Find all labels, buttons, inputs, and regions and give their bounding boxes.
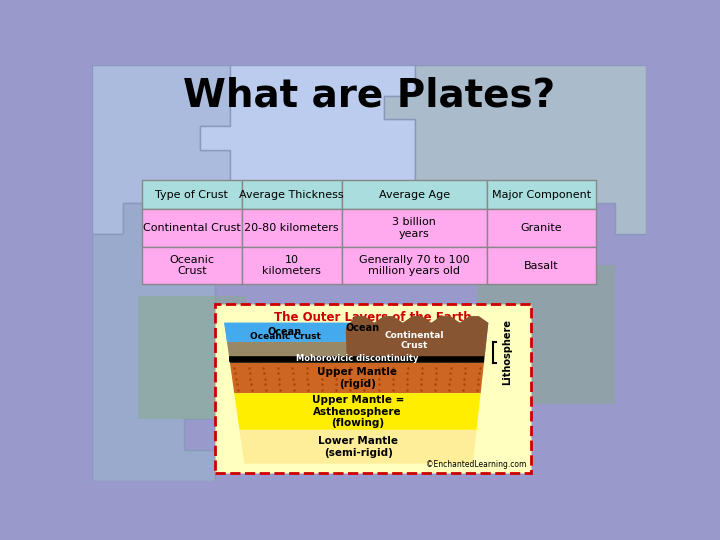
Text: Major Component: Major Component <box>492 190 591 200</box>
Text: Continental Crust: Continental Crust <box>143 223 240 233</box>
Text: 3 billion
years: 3 billion years <box>392 217 436 239</box>
Bar <box>242 247 342 284</box>
Text: ©EnchantedLearning.com: ©EnchantedLearning.com <box>426 460 527 469</box>
Text: Ocean: Ocean <box>346 323 380 333</box>
Text: The Outer Layers of the Earth: The Outer Layers of the Earth <box>274 311 472 324</box>
Bar <box>487 247 596 284</box>
Bar <box>342 210 487 247</box>
Text: Upper Mantle
(rigid): Upper Mantle (rigid) <box>318 367 397 389</box>
Bar <box>242 180 342 210</box>
Text: Average Thickness: Average Thickness <box>240 190 344 200</box>
Polygon shape <box>234 393 481 430</box>
Text: 10
kilometers: 10 kilometers <box>262 255 321 276</box>
Polygon shape <box>240 430 477 464</box>
Polygon shape <box>224 323 369 342</box>
Text: 20-80 kilometers: 20-80 kilometers <box>245 223 339 233</box>
Polygon shape <box>346 316 488 359</box>
Text: Granite: Granite <box>521 223 562 233</box>
Text: Ocean: Ocean <box>268 327 302 338</box>
Text: Generally 70 to 100
million years old: Generally 70 to 100 million years old <box>359 255 469 276</box>
Bar <box>487 180 596 210</box>
Polygon shape <box>224 323 488 342</box>
Text: Upper Mantle =
Asthenosphere
(flowing): Upper Mantle = Asthenosphere (flowing) <box>312 395 404 428</box>
Text: What are Plates?: What are Plates? <box>183 77 555 114</box>
Polygon shape <box>230 359 485 363</box>
Text: Continental
Crust: Continental Crust <box>384 331 444 350</box>
Bar <box>215 303 531 473</box>
Bar <box>142 180 242 210</box>
Polygon shape <box>227 342 486 359</box>
Text: Lithosphere: Lithosphere <box>502 319 512 386</box>
Polygon shape <box>92 204 215 481</box>
Bar <box>487 210 596 247</box>
Bar <box>242 210 342 247</box>
Polygon shape <box>92 65 230 234</box>
Polygon shape <box>477 265 616 403</box>
Text: Lower Mantle
(semi-rigid): Lower Mantle (semi-rigid) <box>318 436 398 457</box>
Text: Oceanic Crust: Oceanic Crust <box>251 333 321 341</box>
Polygon shape <box>384 65 647 234</box>
Text: Oceanic
Crust: Oceanic Crust <box>169 255 215 276</box>
Bar <box>342 180 487 210</box>
Bar <box>342 247 487 284</box>
Text: Basalt: Basalt <box>524 260 559 271</box>
Polygon shape <box>230 363 484 393</box>
Bar <box>142 210 242 247</box>
Text: Average Age: Average Age <box>379 190 450 200</box>
Text: Type of Crust: Type of Crust <box>156 190 228 200</box>
Polygon shape <box>199 65 415 242</box>
Polygon shape <box>138 296 246 419</box>
Bar <box>142 247 242 284</box>
Text: Mohorovicic discontinuity: Mohorovicic discontinuity <box>296 354 418 363</box>
